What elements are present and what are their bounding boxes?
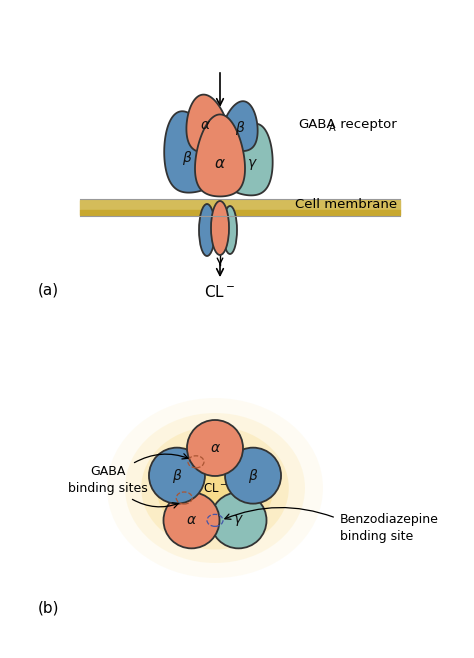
Ellipse shape [156,440,273,537]
Ellipse shape [211,201,229,255]
Ellipse shape [125,413,305,563]
Text: Benzodiazepine
binding site: Benzodiazepine binding site [340,513,439,543]
Circle shape [210,492,266,548]
Text: A: A [329,123,336,133]
Ellipse shape [107,398,323,578]
Text: $\alpha$: $\alpha$ [200,118,210,132]
Circle shape [187,420,243,476]
Circle shape [164,492,219,548]
Text: (a): (a) [38,282,59,297]
Polygon shape [226,124,273,195]
Text: $\beta$: $\beta$ [235,119,245,137]
Circle shape [225,447,281,503]
Text: $\gamma$: $\gamma$ [233,513,244,528]
Circle shape [149,447,205,503]
Text: Cell membrane: Cell membrane [295,197,397,211]
Ellipse shape [141,426,289,549]
Text: GABA
binding sites: GABA binding sites [68,465,148,495]
Text: (b): (b) [38,601,60,615]
Text: GABA: GABA [298,118,336,131]
Polygon shape [221,101,258,151]
Bar [80,200,400,210]
Text: $\alpha$: $\alpha$ [186,513,197,527]
Text: $\beta$: $\beta$ [172,467,182,485]
Text: receptor: receptor [336,118,397,131]
Ellipse shape [170,451,260,526]
Text: $\beta$: $\beta$ [248,467,258,485]
Text: $\gamma$: $\gamma$ [246,157,257,172]
Polygon shape [195,114,245,197]
Polygon shape [186,95,229,153]
Text: CL$^-$: CL$^-$ [204,284,236,300]
Ellipse shape [223,206,237,254]
Text: $\alpha$: $\alpha$ [214,157,226,172]
Polygon shape [164,111,218,193]
Text: CL$^-$: CL$^-$ [203,482,227,495]
Text: $\beta$: $\beta$ [182,149,192,167]
Bar [80,210,400,215]
Ellipse shape [199,204,215,256]
Text: $\alpha$: $\alpha$ [210,441,220,455]
